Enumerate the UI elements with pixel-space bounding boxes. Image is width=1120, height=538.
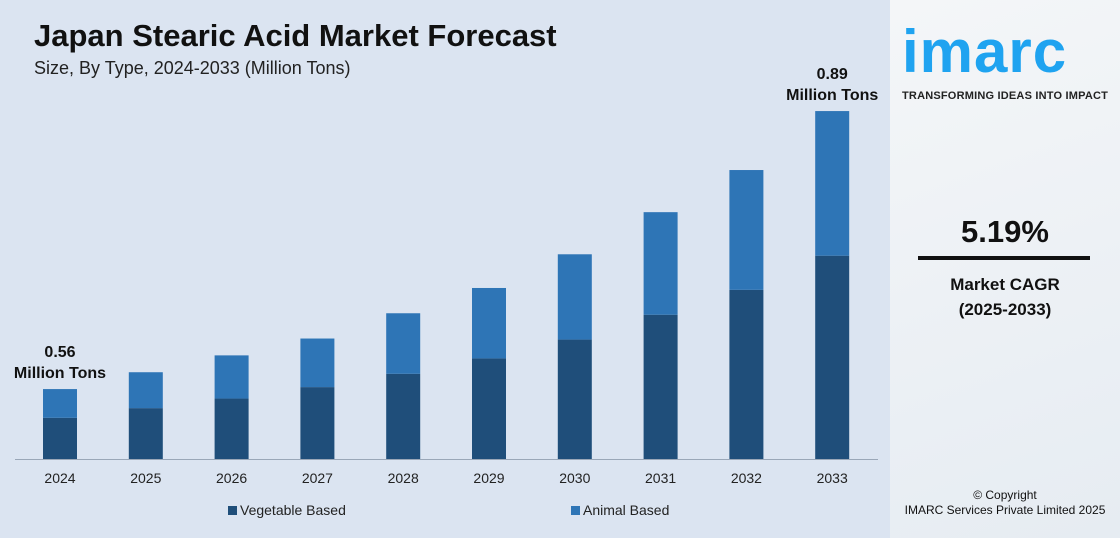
cagr-period: (2025-2033) [958,300,1052,319]
x-tick-label: 2030 [559,470,590,486]
x-tick-label: 2025 [130,470,161,486]
x-tick-label: 2029 [473,470,504,486]
cagr-label-text: Market CAGR [950,275,1060,294]
x-tick-label: 2033 [817,470,848,486]
data-label-unit: Million Tons [786,87,878,104]
bar-animal-2029 [472,287,506,359]
chart-subtitle: Size, By Type, 2024-2033 (Million Tons) [34,58,351,78]
bar-vegetable-2033 [815,255,850,459]
cagr-divider [918,256,1090,260]
x-tick-label: 2028 [388,470,419,486]
bar-vegetable-2027 [300,387,335,459]
bar-animal-2024 [43,389,77,418]
chart-title: Japan Stearic Acid Market Forecast [34,18,557,53]
bar-chart: 2024 2025 2026 2027 2028 2029 2030 2031 2032 2033… [14,66,878,518]
bar-vegetable-2028 [386,373,421,459]
data-label-value: 0.89 [817,66,848,83]
chart-panel: Japan Stearic Acid Market Forecast Size,… [0,0,890,538]
bar-vegetable-2030 [557,339,592,459]
bar-vegetable-2032 [729,289,764,459]
bar-animal-2030 [557,254,592,340]
bar-vegetable-2031 [643,314,678,459]
copyright: © Copyright IMARC Services Private Limit… [890,488,1120,518]
legend-label: Vegetable Based [240,502,346,518]
x-tick-label: 2024 [44,470,75,486]
info-panel: imarc TRANSFORMING IDEAS INTO IMPACT 5.1… [890,0,1120,538]
bar-animal-2032 [729,170,764,290]
copyright-line1: © Copyright [973,488,1037,502]
bar-animal-2028 [386,313,421,374]
bar-vegetable-2029 [472,358,506,459]
legend-swatch-1 [571,506,580,515]
data-label-value: 0.56 [44,344,75,361]
bar-vegetable-2025 [128,408,163,459]
bar-animal-2025 [128,372,163,409]
x-tick-label: 2027 [302,470,333,486]
copyright-line2: IMARC Services Private Limited 2025 [904,503,1106,517]
imarc-logo: imarc [902,18,1068,85]
bar-vegetable-2026 [214,398,249,459]
logo-tagline: TRANSFORMING IDEAS INTO IMPACT [902,90,1109,102]
x-tick-label: 2032 [731,470,762,486]
bar-animal-2026 [214,355,249,399]
legend-swatch-0 [228,506,237,515]
cagr-label: Market CAGR (2025-2033) [890,272,1120,322]
legend-label: Animal Based [583,502,669,518]
bar-animal-2033 [815,111,850,256]
x-tick-label: 2026 [216,470,247,486]
data-label-unit: Million Tons [14,365,106,382]
bar-animal-2031 [643,212,678,315]
x-tick-label: 2031 [645,470,676,486]
bar-vegetable-2024 [43,417,77,459]
bar-animal-2027 [300,338,335,388]
cagr-value: 5.19% [961,214,1049,249]
